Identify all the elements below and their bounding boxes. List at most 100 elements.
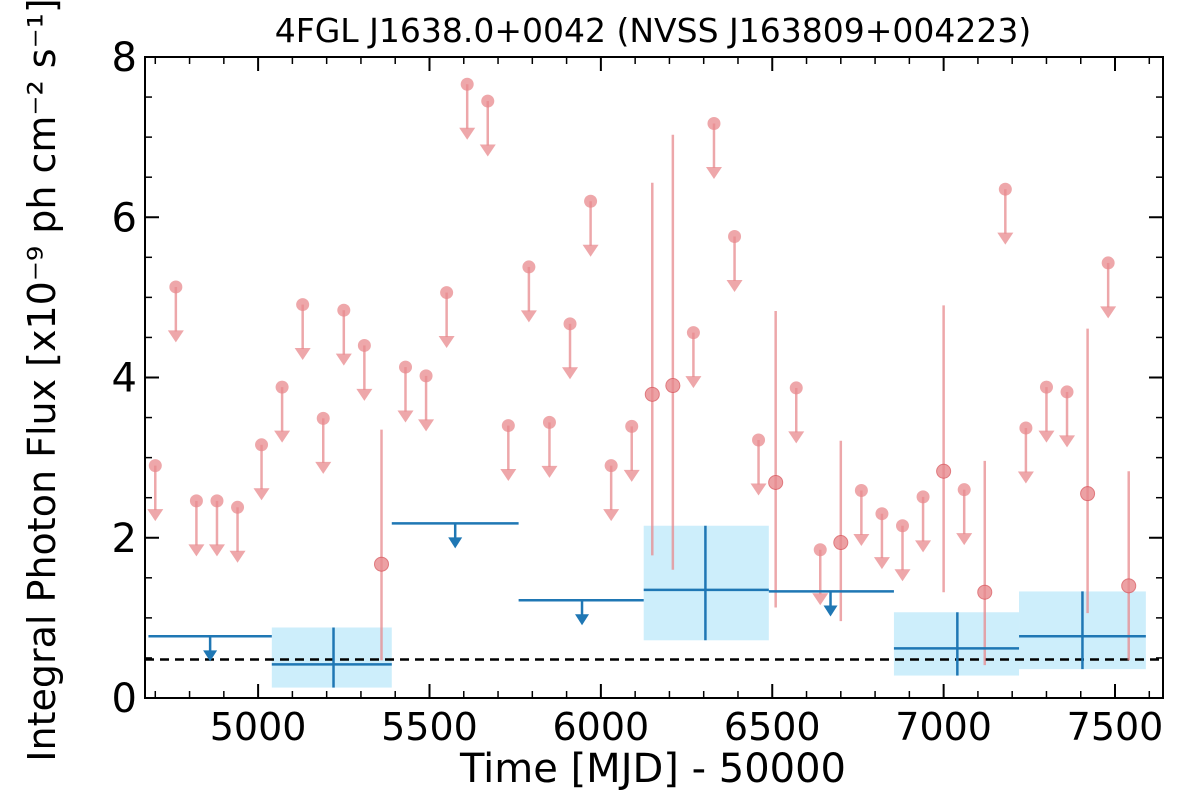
x-axis-label: Time [MJD] - 50000 bbox=[459, 746, 846, 792]
short-bin-ul-arrow-20 bbox=[582, 244, 599, 257]
short-bin-ul-arrow-24 bbox=[705, 166, 722, 179]
x-tick-label: 6500 bbox=[724, 705, 821, 749]
short-bin-ul-point-33 bbox=[957, 483, 971, 497]
short-bin-ul-arrow-5 bbox=[253, 488, 270, 501]
short-bin-ul-arrow-23 bbox=[685, 376, 702, 389]
short-bin-ul-arrow-35 bbox=[1017, 471, 1034, 484]
short-bin-ul-arrow-28 bbox=[812, 593, 829, 606]
short-bin-ul-point-25 bbox=[728, 229, 742, 243]
x-tick-label: 5500 bbox=[381, 705, 478, 749]
short-bin-ul-point-6 bbox=[275, 380, 289, 394]
short-bin-ul-point-16 bbox=[501, 419, 515, 433]
short-bin-ul-point-0 bbox=[148, 459, 162, 473]
short-bin-ul-point-5 bbox=[255, 438, 269, 452]
short-bin-ul-point-1 bbox=[169, 280, 183, 294]
short-bin-ul-arrow-17 bbox=[520, 310, 537, 323]
chart-title: 4FGL J1638.0+0042 (NVSS J163809+004223) bbox=[275, 11, 1031, 50]
short-bin-ul-arrow-2 bbox=[188, 544, 205, 557]
long-bin-ul-arrow-0 bbox=[203, 650, 218, 662]
short-bin-ul-point-13 bbox=[440, 286, 454, 300]
short-bin-ul-point-12 bbox=[419, 369, 433, 383]
long-bin-ul-arrow-3 bbox=[823, 605, 838, 617]
short-bin-ul-arrow-18 bbox=[541, 465, 558, 478]
short-bin-ul-arrow-38 bbox=[1100, 306, 1117, 319]
short-bin-ul-point-18 bbox=[542, 415, 556, 429]
short-bin-ul-arrow-31 bbox=[894, 569, 911, 582]
long-bin-ul-arrow-1 bbox=[448, 537, 463, 549]
short-bin-ul-point-15 bbox=[481, 94, 495, 108]
short-bin-ul-arrow-30 bbox=[873, 557, 890, 570]
short-bin-ul-arrow-9 bbox=[335, 353, 352, 366]
short-bin-detection-0 bbox=[374, 556, 390, 572]
short-bin-detection-6 bbox=[977, 584, 993, 600]
short-bin-ul-arrow-21 bbox=[603, 509, 620, 522]
short-bin-detection-5 bbox=[936, 463, 952, 479]
short-bin-ul-point-27 bbox=[789, 381, 803, 395]
short-bin-detection-1 bbox=[644, 386, 660, 402]
y-axis-label: Integral Photon Flux [x10⁻⁹ ph cm⁻² s⁻¹] bbox=[20, 0, 64, 762]
short-bin-ul-point-10 bbox=[357, 338, 371, 352]
short-bin-ul-point-26 bbox=[752, 433, 766, 447]
short-bin-ul-point-4 bbox=[231, 500, 245, 514]
short-bin-ul-point-38 bbox=[1101, 256, 1115, 270]
short-bin-ul-point-2 bbox=[189, 494, 203, 508]
short-bin-detection-3 bbox=[768, 474, 784, 490]
short-bin-ul-arrow-33 bbox=[956, 533, 973, 546]
short-bin-ul-arrow-13 bbox=[438, 336, 455, 349]
short-bin-ul-arrow-7 bbox=[294, 348, 311, 361]
short-bin-ul-arrow-8 bbox=[315, 461, 332, 474]
short-bin-ul-arrow-6 bbox=[274, 430, 291, 443]
short-bin-ul-point-8 bbox=[316, 411, 330, 425]
short-bin-ul-arrow-36 bbox=[1038, 430, 1055, 443]
short-bin-ul-point-9 bbox=[337, 303, 351, 317]
short-bin-detection-7 bbox=[1080, 486, 1096, 502]
short-bin-ul-point-14 bbox=[460, 77, 474, 91]
y-tick-label: 4 bbox=[112, 356, 137, 402]
short-bin-ul-point-24 bbox=[707, 117, 721, 131]
short-bin-ul-point-36 bbox=[1039, 380, 1053, 394]
short-bin-detection-8 bbox=[1121, 578, 1137, 594]
short-bin-ul-point-28 bbox=[813, 543, 827, 557]
short-bin-ul-arrow-3 bbox=[208, 544, 225, 557]
short-bin-ul-arrow-12 bbox=[418, 419, 435, 432]
short-bin-ul-point-17 bbox=[522, 260, 536, 274]
short-bin-detection-4 bbox=[833, 535, 849, 551]
short-bin-ul-point-21 bbox=[604, 459, 618, 473]
short-bin-ul-arrow-0 bbox=[147, 509, 164, 522]
short-bin-ul-arrow-25 bbox=[726, 279, 743, 292]
short-bin-ul-arrow-37 bbox=[1059, 435, 1076, 448]
short-bin-ul-point-7 bbox=[296, 298, 310, 312]
short-bin-ul-arrow-22 bbox=[623, 469, 640, 482]
short-bin-ul-point-34 bbox=[998, 182, 1012, 196]
short-bin-ul-arrow-19 bbox=[562, 367, 579, 380]
short-bin-ul-point-23 bbox=[686, 326, 700, 340]
short-bin-ul-arrow-1 bbox=[167, 330, 184, 343]
short-bin-detection-2 bbox=[665, 378, 681, 394]
short-bin-ul-point-31 bbox=[896, 519, 910, 533]
short-bin-ul-arrow-27 bbox=[788, 431, 805, 444]
short-bin-ul-arrow-10 bbox=[356, 388, 373, 401]
short-bin-ul-arrow-29 bbox=[853, 533, 870, 546]
long-bin-band-0 bbox=[271, 627, 392, 688]
x-tick-label: 5000 bbox=[210, 705, 307, 749]
short-bin-ul-arrow-14 bbox=[459, 127, 476, 140]
short-bin-ul-point-37 bbox=[1060, 385, 1074, 399]
short-bin-ul-arrow-32 bbox=[915, 540, 932, 553]
short-bin-ul-arrow-4 bbox=[229, 550, 246, 563]
y-tick-label: 2 bbox=[112, 516, 137, 562]
short-bin-ul-point-3 bbox=[210, 494, 224, 508]
short-bin-ul-point-29 bbox=[854, 483, 868, 497]
short-bin-ul-point-30 bbox=[875, 507, 889, 521]
short-bin-ul-arrow-34 bbox=[997, 232, 1014, 245]
y-tick-label: 8 bbox=[112, 35, 137, 81]
long-bin-ul-arrow-2 bbox=[575, 614, 590, 626]
x-tick-label: 7000 bbox=[895, 705, 992, 749]
y-tick-label: 6 bbox=[112, 195, 137, 241]
short-bin-ul-arrow-15 bbox=[479, 144, 496, 157]
short-bin-ul-point-32 bbox=[916, 490, 930, 504]
short-bin-ul-arrow-26 bbox=[750, 483, 767, 496]
x-tick-label: 7500 bbox=[1067, 705, 1164, 749]
y-tick-label: 0 bbox=[112, 676, 137, 722]
